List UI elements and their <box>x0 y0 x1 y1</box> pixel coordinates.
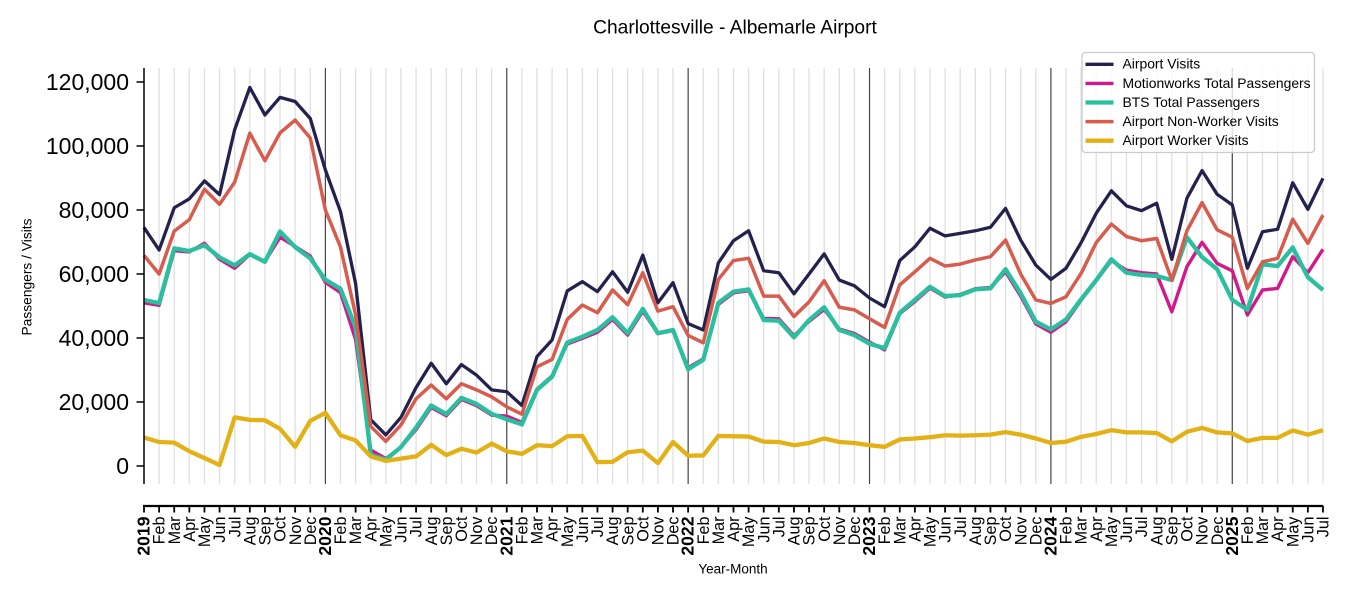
svg-text:Nov: Nov <box>1012 516 1030 546</box>
svg-text:0: 0 <box>116 453 129 479</box>
svg-text:120,000: 120,000 <box>46 69 129 95</box>
svg-text:Apr: Apr <box>1088 516 1106 542</box>
svg-text:Nov: Nov <box>1194 516 1212 546</box>
svg-text:2023: 2023 <box>859 516 879 555</box>
svg-text:Jun: Jun <box>1299 517 1317 543</box>
svg-text:Jul: Jul <box>1315 517 1333 538</box>
svg-text:Sep: Sep <box>619 517 637 546</box>
svg-text:Oct: Oct <box>634 516 652 542</box>
svg-text:Mar: Mar <box>1073 516 1091 544</box>
svg-text:Airport Non-Worker Visits: Airport Non-Worker Visits <box>1123 113 1279 129</box>
svg-text:Jun: Jun <box>574 517 592 543</box>
svg-text:Feb: Feb <box>1058 517 1076 545</box>
svg-text:Mar: Mar <box>347 516 365 544</box>
svg-text:May: May <box>922 516 940 547</box>
svg-text:BTS Total Passengers: BTS Total Passengers <box>1123 94 1260 110</box>
svg-text:Feb: Feb <box>151 517 169 545</box>
svg-text:Feb: Feb <box>332 517 350 545</box>
svg-text:20,000: 20,000 <box>59 389 129 415</box>
svg-text:Charlottesville - Albemarle Ai: Charlottesville - Albemarle Airport <box>593 18 877 39</box>
svg-text:Mar: Mar <box>710 516 728 544</box>
svg-text:Nov: Nov <box>468 516 486 546</box>
svg-text:May: May <box>377 516 395 547</box>
svg-text:Apr: Apr <box>1269 516 1287 542</box>
svg-text:Dec: Dec <box>483 517 501 546</box>
svg-text:Sep: Sep <box>801 517 819 546</box>
svg-text:Jul: Jul <box>1133 517 1151 538</box>
svg-text:Mar: Mar <box>529 516 547 544</box>
svg-text:May: May <box>740 516 758 547</box>
svg-text:Mar: Mar <box>891 516 909 544</box>
svg-text:May: May <box>196 516 214 547</box>
svg-text:Nov: Nov <box>287 516 305 546</box>
svg-text:Apr: Apr <box>725 516 743 542</box>
svg-text:Dec: Dec <box>1027 517 1045 546</box>
svg-text:Passengers / Visits: Passengers / Visits <box>20 218 35 335</box>
svg-text:Dec: Dec <box>302 517 320 546</box>
svg-text:40,000: 40,000 <box>59 325 129 351</box>
svg-text:Jun: Jun <box>937 517 955 543</box>
svg-text:Jun: Jun <box>755 517 773 543</box>
svg-text:Nov: Nov <box>831 516 849 546</box>
svg-text:Jul: Jul <box>408 517 426 538</box>
svg-text:May: May <box>1284 516 1302 547</box>
svg-text:May: May <box>1103 516 1121 547</box>
svg-text:Mar: Mar <box>1254 516 1272 544</box>
svg-text:80,000: 80,000 <box>59 197 129 223</box>
svg-text:Jul: Jul <box>952 517 970 538</box>
svg-text:Feb: Feb <box>876 517 894 545</box>
svg-text:Jul: Jul <box>226 517 244 538</box>
svg-text:Sep: Sep <box>257 517 275 546</box>
svg-text:2019: 2019 <box>134 516 154 555</box>
svg-text:Mar: Mar <box>166 516 184 544</box>
svg-text:Aug: Aug <box>786 517 804 546</box>
svg-text:Year-Month: Year-Month <box>698 562 767 577</box>
svg-text:Jul: Jul <box>770 517 788 538</box>
svg-text:Aug: Aug <box>241 517 259 546</box>
svg-text:Apr: Apr <box>362 516 380 542</box>
svg-text:Apr: Apr <box>181 516 199 542</box>
svg-text:Airport Visits: Airport Visits <box>1123 56 1201 72</box>
svg-text:Oct: Oct <box>1179 516 1197 542</box>
svg-text:Sep: Sep <box>438 517 456 546</box>
svg-text:Apr: Apr <box>544 516 562 542</box>
svg-text:2025: 2025 <box>1222 516 1242 555</box>
svg-text:Feb: Feb <box>695 517 713 545</box>
svg-text:Feb: Feb <box>1239 517 1257 545</box>
svg-text:Feb: Feb <box>513 517 531 545</box>
svg-text:Sep: Sep <box>1163 517 1181 546</box>
svg-text:Dec: Dec <box>1209 517 1227 546</box>
svg-text:Apr: Apr <box>906 516 924 542</box>
svg-text:Jul: Jul <box>589 517 607 538</box>
svg-text:Oct: Oct <box>272 516 290 542</box>
svg-text:Aug: Aug <box>1148 517 1166 546</box>
svg-text:Jun: Jun <box>211 517 229 543</box>
svg-text:2021: 2021 <box>496 516 516 555</box>
svg-text:2024: 2024 <box>1041 516 1061 555</box>
svg-text:Dec: Dec <box>665 517 683 546</box>
svg-text:100,000: 100,000 <box>46 133 129 159</box>
svg-text:Aug: Aug <box>423 517 441 546</box>
svg-text:Motionworks Total Passengers: Motionworks Total Passengers <box>1123 75 1311 91</box>
svg-text:Nov: Nov <box>650 516 668 546</box>
svg-text:Jun: Jun <box>1118 517 1136 543</box>
svg-text:Jun: Jun <box>393 517 411 543</box>
svg-text:Oct: Oct <box>997 516 1015 542</box>
svg-text:Oct: Oct <box>816 516 834 542</box>
svg-text:May: May <box>559 516 577 547</box>
svg-text:Aug: Aug <box>604 517 622 546</box>
svg-text:Dec: Dec <box>846 517 864 546</box>
svg-text:Sep: Sep <box>982 517 1000 546</box>
svg-text:60,000: 60,000 <box>59 261 129 287</box>
svg-text:2020: 2020 <box>315 516 335 555</box>
svg-text:2022: 2022 <box>678 516 698 555</box>
svg-text:Airport Worker Visits: Airport Worker Visits <box>1123 132 1249 148</box>
svg-text:Aug: Aug <box>967 517 985 546</box>
svg-text:Oct: Oct <box>453 516 471 542</box>
